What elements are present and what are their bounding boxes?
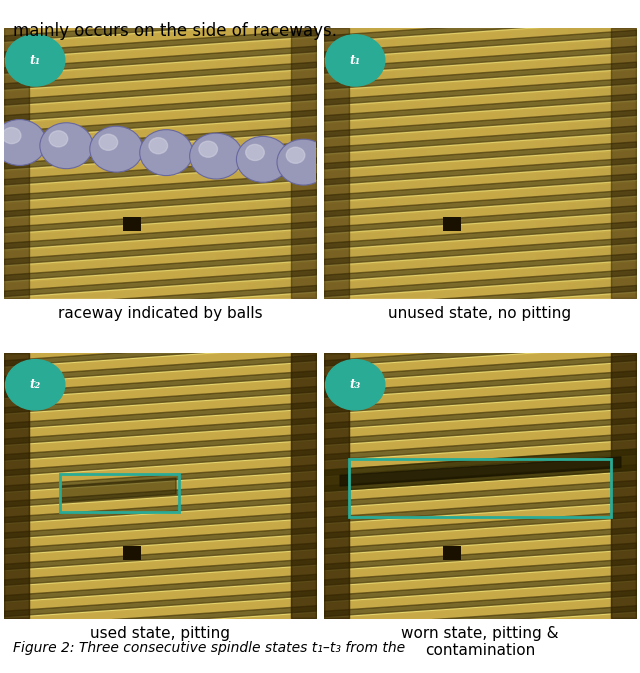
Bar [443,217,461,230]
Circle shape [258,155,279,173]
Circle shape [140,130,193,176]
Circle shape [211,151,232,170]
Text: used state, pitting: used state, pitting [90,626,230,641]
Bar [443,546,461,560]
Circle shape [6,359,65,410]
Bar [123,217,141,230]
Circle shape [326,359,385,410]
Bar [123,546,141,560]
Bar [349,459,611,518]
Circle shape [0,120,46,166]
Circle shape [161,148,182,166]
Circle shape [40,122,93,169]
Text: raceway indicated by balls: raceway indicated by balls [58,306,262,321]
Circle shape [90,127,143,172]
Circle shape [149,138,168,153]
Circle shape [286,147,305,164]
Circle shape [61,141,83,160]
Text: t₁: t₁ [349,54,361,67]
Circle shape [298,157,319,176]
Text: unused state, no pitting: unused state, no pitting [388,306,572,321]
Circle shape [246,145,264,160]
Text: Figure 2: Three consecutive spindle states t₁–t₃ from the: Figure 2: Three consecutive spindle stat… [13,641,405,655]
Text: mainly occurs on the side of raceways.: mainly occurs on the side of raceways. [13,22,337,40]
Bar [443,546,461,560]
Circle shape [189,133,243,179]
Circle shape [99,134,118,150]
Circle shape [111,145,132,163]
Circle shape [3,128,21,143]
Circle shape [326,35,385,86]
Text: t₂: t₂ [29,378,41,391]
Bar [60,474,179,512]
Circle shape [6,35,65,86]
Circle shape [199,141,218,157]
Circle shape [49,131,68,147]
Text: worn state, pitting &
contamination: worn state, pitting & contamination [401,626,559,658]
Text: t₁: t₁ [29,54,41,67]
Circle shape [236,137,289,182]
Bar [123,546,141,560]
Text: t₃: t₃ [349,378,361,391]
Circle shape [14,138,35,156]
Circle shape [277,139,330,185]
